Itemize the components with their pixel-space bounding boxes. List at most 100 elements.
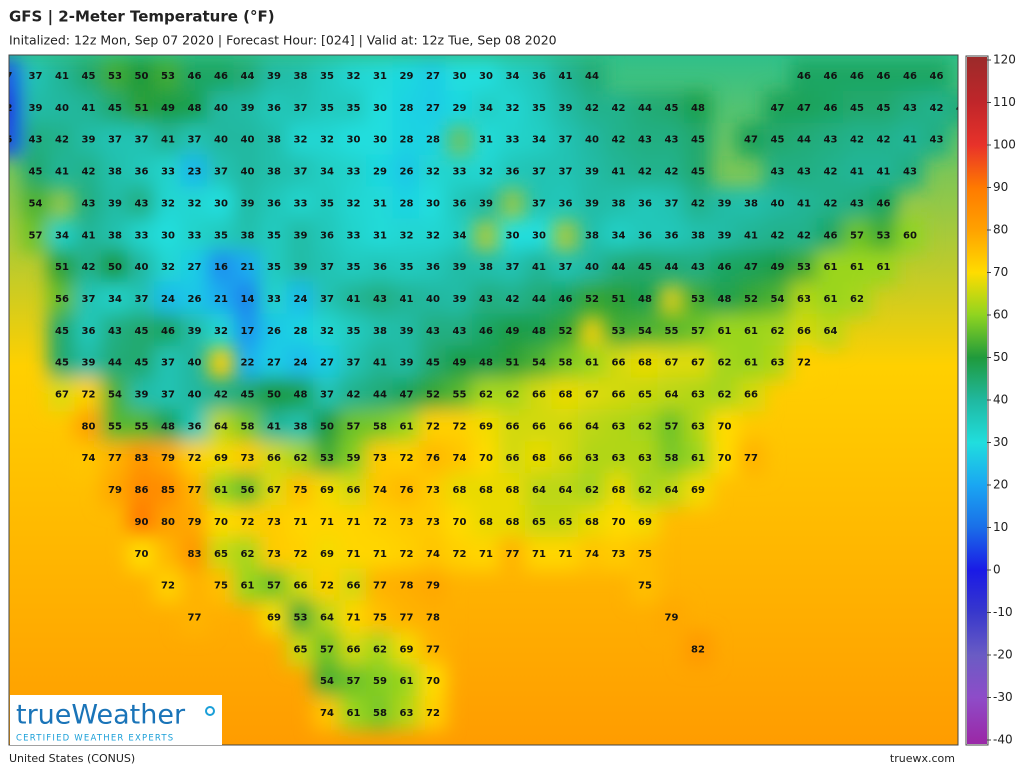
temperature-cell (445, 377, 474, 412)
temperature-cell (922, 90, 951, 125)
temperature-cell (48, 218, 76, 253)
temperature-cell (551, 90, 580, 125)
temperature-label: 69 (400, 644, 414, 655)
temperature-label: 66 (744, 390, 758, 401)
temperature-cell (286, 409, 315, 444)
temperature-cell (816, 313, 845, 348)
temperature-cell (233, 504, 262, 539)
temperature-cell (631, 154, 659, 189)
temperature-label: 74 (426, 549, 440, 560)
temperature-cell (313, 90, 341, 125)
temperature-cell (419, 600, 447, 635)
temperature-cell (869, 122, 898, 157)
temperature-label: 63 (771, 358, 785, 369)
temperature-label: 33 (188, 230, 202, 241)
temperature-label: 39 (241, 198, 255, 209)
temperature-label: 53 (877, 230, 891, 241)
temperature-label: 71 (479, 549, 493, 560)
temperature-cell (101, 59, 129, 93)
temperature-cell (207, 218, 235, 253)
temperature-label: 42 (797, 230, 811, 241)
temperature-label: 41 (532, 262, 546, 273)
temperature-label: 40 (188, 358, 202, 369)
temperature-cell (392, 186, 421, 221)
temperature-cell (631, 313, 659, 348)
temperature-cell (127, 473, 156, 508)
temperature-cell (604, 154, 633, 189)
temperature-label: 39 (453, 294, 467, 305)
temperature-cell (74, 218, 103, 253)
temperature-cell (339, 313, 368, 348)
temperature-label: 53 (691, 294, 705, 305)
temperature-cell (392, 473, 421, 508)
temperature-label: 33 (135, 230, 149, 241)
temperature-label: 36 (638, 230, 652, 241)
temperature-cell (737, 313, 765, 348)
temperature-label: 46 (214, 71, 228, 82)
temperature-cell (74, 59, 103, 93)
temperature-cell (472, 377, 500, 412)
temperature-label: 37 (29, 71, 43, 82)
temperature-label: 40 (241, 135, 255, 146)
temperature-cell (631, 122, 659, 157)
temperature-cell (843, 250, 871, 285)
temperature-cell (657, 345, 686, 380)
temperature-label: 28 (400, 198, 414, 209)
temperature-cell (445, 154, 474, 189)
temperature-cell (180, 600, 209, 635)
temperature-cell (313, 377, 341, 412)
temperature-cell (869, 90, 898, 125)
temperature-label: 45 (135, 358, 149, 369)
temperature-label: 56 (55, 294, 69, 305)
temperature-cell (286, 568, 315, 603)
temperature-label: 74 (373, 485, 387, 496)
temperature-cell (366, 377, 394, 412)
temperature-label: 45 (241, 390, 255, 401)
temperature-cell (604, 186, 633, 221)
temperature-label: 35 (347, 262, 361, 273)
temperature-cell (578, 218, 606, 253)
temperature-label: 46 (797, 71, 811, 82)
temperature-label: 40 (214, 135, 228, 146)
temperature-cell (578, 90, 606, 125)
temperature-label: 46 (877, 198, 891, 209)
temperature-label: 64 (214, 421, 228, 432)
temperature-label: 58 (373, 708, 387, 719)
temperature-cell (366, 409, 394, 444)
temperature-label: 42 (665, 167, 679, 178)
temperature-label: 38 (479, 262, 493, 273)
temperature-label: 41 (267, 421, 281, 432)
temperature-cell (313, 154, 341, 189)
temperature-cell (843, 186, 871, 221)
temperature-label: 42 (824, 167, 838, 178)
temperature-cell (445, 250, 474, 285)
temperature-cell (419, 409, 447, 444)
temperature-label: 41 (612, 167, 626, 178)
temperature-label: 37 (135, 135, 149, 146)
temperature-cell (180, 218, 209, 253)
temperature-label: 61 (691, 453, 705, 464)
temperature-cell (604, 218, 633, 253)
temperature-label: 61 (824, 294, 838, 305)
temperature-label: 29 (453, 103, 467, 114)
colorbar-label: 30 (993, 435, 1008, 449)
temperature-cell (657, 441, 686, 476)
temperature-cell (366, 186, 394, 221)
temperature-cell (763, 186, 792, 221)
temperature-cell (260, 409, 288, 444)
temperature-cell (472, 504, 500, 539)
temperature-cell (578, 154, 606, 189)
temperature-label: 72 (453, 421, 467, 432)
temperature-label: 52 (585, 294, 599, 305)
temperature-cell (101, 186, 129, 221)
temperature-label: 66 (612, 390, 626, 401)
colorbar-label: 120 (993, 53, 1016, 67)
temperature-label: 77 (373, 581, 387, 592)
temperature-cell (843, 218, 871, 253)
temperature-label: 64 (559, 485, 573, 496)
temperature-cell (339, 536, 368, 571)
temperature-label: 55 (665, 326, 679, 337)
temperature-label: 72 (400, 453, 414, 464)
temperature-label: 53 (294, 612, 308, 623)
